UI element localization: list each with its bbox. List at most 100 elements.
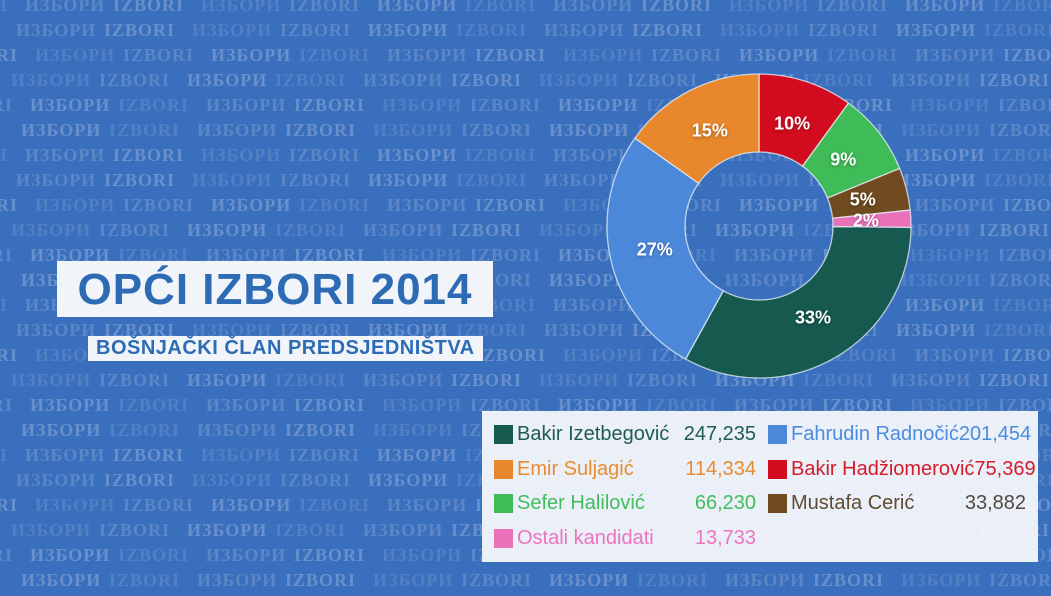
percent-label: 2% [852,210,879,231]
watermark-word: ИЗБОРИ [192,20,273,40]
watermark-word: ИЗБОРИ [901,270,982,290]
watermark-word: ИЗБОРИ [373,120,454,140]
watermark-word: IZBORI [299,195,371,215]
watermark-word: IZBORI [104,320,176,340]
watermark-row: ИЗБОРИ IZBORI ИЗБОРИ IZBORI ИЗБОРИ IZBORI ИЗБО… [16,168,1051,193]
watermark-word: ИЗБОРИ [197,570,278,590]
watermark-word: IZBORI [294,245,366,265]
watermark-word: ИЗБОРИ [734,395,815,415]
watermark-word: ИЗБОРИ [553,295,634,315]
watermark-word: IZBORI [627,70,699,90]
watermark-word: ИЗБОРИ [30,545,111,565]
watermark-word: ИЗБОРИ [905,295,986,315]
watermark-word: IZBORI [989,570,1051,590]
legend-item: Bakir Izetbegović 247,235 [494,423,756,446]
watermark-word: IZBORI [0,295,9,315]
watermark-word: IZBORI [461,570,533,590]
watermark-word: IZBORI [998,95,1051,115]
watermark-word: IZBORI [113,0,185,15]
watermark-word: IZBORI [118,395,190,415]
watermark-word: ИЗБОРИ [910,95,991,115]
watermark-word: IZBORI [280,170,352,190]
percent-label: 5% [849,189,876,210]
watermark-word: ИЗБОРИ [206,245,287,265]
legend-row: Ostali kandidati 13,733 [494,527,1026,550]
watermark-word: IZBORI [1003,45,1051,65]
watermark-word: IZBORI [989,270,1051,290]
watermark-word: ИЗБОРИ [192,170,273,190]
watermark-word: ИЗБОРИ [382,95,463,115]
watermark-word: ИЗБОРИ [387,195,468,215]
legend-candidate-name: Ostali kandidati [517,527,654,550]
watermark-word: ИЗБОРИ [11,520,92,540]
watermark-word: ИЗБОРИ [363,370,444,390]
watermark-word: IZBORI [993,145,1051,165]
watermark-word: IZBORI [0,145,9,165]
watermark-word: ИЗБОРИ [387,45,468,65]
watermark-word: IZBORI [822,395,894,415]
legend-color-swatch [768,459,787,479]
watermark-word: ИЗБОРИ [544,170,625,190]
watermark-word: IZBORI [294,395,366,415]
legend-item: Mustafa Cerić 33,882 [768,492,1026,515]
watermark-word: IZBORI [104,20,176,40]
watermark-word: IZBORI [808,20,880,40]
watermark-word: IZBORI [99,70,171,90]
watermark-word: ИЗБОРИ [549,120,630,140]
legend-item: Emir Suljagić 114,334 [494,458,756,481]
watermark-word: ИЗБОРИ [549,570,630,590]
watermark-word: IZBORI [113,445,185,465]
watermark-word: IZBORI [113,145,185,165]
percent-label: 15% [691,120,728,141]
watermark-word: IZBORI [827,45,899,65]
watermark-word: ИЗБОРИ [377,145,458,165]
watermark-word: IZBORI [813,570,885,590]
watermark-word: ИЗБОРИ [891,70,972,90]
watermark-word: ИЗБОРИ [35,495,116,515]
watermark-word: IZBORI [280,20,352,40]
watermark-word: IZBORI [0,195,19,215]
watermark-row: ИЗБОРИ IZBORI ИЗБОРИ IZBORI ИЗБОРИ IZBORI ИЗБО… [11,368,1051,393]
watermark-word: ИЗБОРИ [16,320,97,340]
legend-candidate-name: Sefer Halilović [517,492,645,515]
watermark-word: IZBORI [451,220,523,240]
watermark-word: ИЗБОРИ [192,470,273,490]
watermark-word: ИЗБОРИ [539,370,620,390]
watermark-word: IZBORI [123,495,195,515]
watermark-word: ИЗБОРИ [201,145,282,165]
watermark-word: ИЗБОРИ [35,195,116,215]
watermark-word: ИЗБОРИ [910,395,991,415]
watermark-word: ИЗБОРИ [563,345,644,365]
watermark-word: ИЗБОРИ [720,170,801,190]
watermark-word: IZBORI [632,20,704,40]
watermark-word: ИЗБОРИ [16,170,97,190]
watermark-word: IZBORI [984,320,1051,340]
watermark-word: ИЗБОРИ [197,120,278,140]
legend-candidate-name: Bakir Hadžiomerović [791,457,975,480]
watermark-word: IZBORI [294,545,366,565]
watermark-word: IZBORI [280,470,352,490]
watermark-word: IZBORI [989,120,1051,140]
percent-label: 33% [794,307,831,328]
watermark-word: IZBORI [0,245,14,265]
watermark-word: ИЗБОРИ [896,320,977,340]
watermark-word: IZBORI [285,420,357,440]
watermark-word: IZBORI [998,245,1051,265]
watermark-row: ИЗБОРИ IZBORI ИЗБОРИ IZBORI ИЗБОРИ IZBORI ИЗБО… [16,18,1051,43]
watermark-word: ИЗБОРИ [368,20,449,40]
watermark-word: ИЗБОРИ [387,495,468,515]
watermark-word: IZBORI [627,370,699,390]
watermark-word: ИЗБОРИ [21,570,102,590]
watermark-word: IZBORI [456,320,528,340]
watermark-word: ИЗБОРИ [382,545,463,565]
watermark-word: ИЗБОРИ [739,195,820,215]
watermark-word: ИЗБОРИ [891,370,972,390]
watermark-word: IZBORI [0,95,14,115]
watermark-word: IZBORI [275,370,347,390]
legend-item: Fahrudin Radnočić 201,454 [768,423,1031,446]
percent-label: 9% [830,149,857,170]
watermark-word: ИЗБОРИ [910,245,991,265]
watermark-word: ИЗБОРИ [549,270,630,290]
watermark-word: ИЗБОРИ [563,45,644,65]
watermark-word: IZBORI [0,0,9,15]
